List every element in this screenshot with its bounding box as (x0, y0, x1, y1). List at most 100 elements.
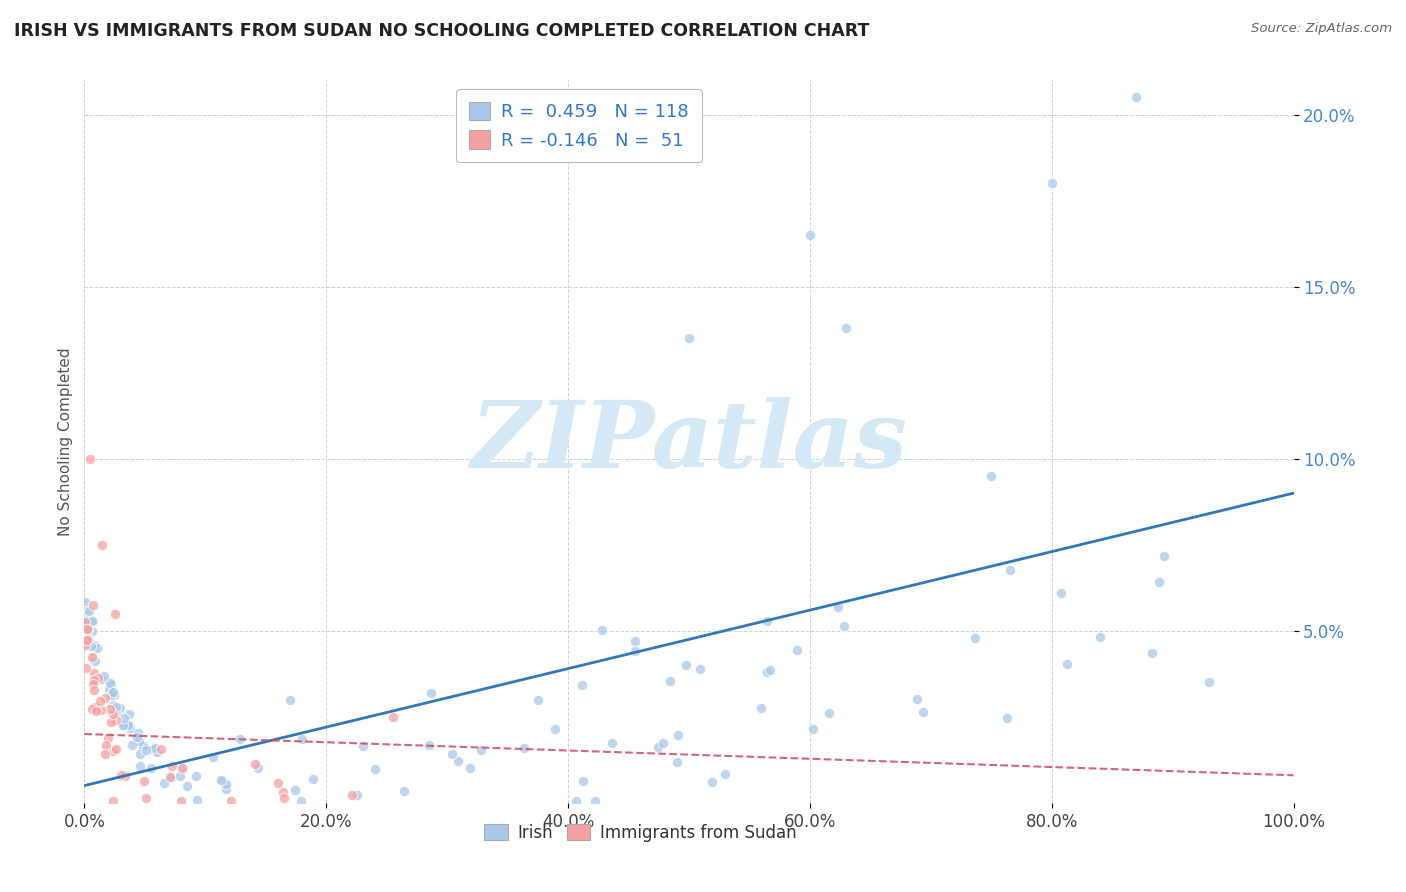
Point (583, 794, 606, 808)
Point (1198, 675, 1220, 690)
Point (83, 699, 105, 714)
Point (905, 691, 928, 706)
Point (749, 700, 772, 714)
Point (572, 773, 595, 788)
Point (77, 632, 100, 646)
Point (211, 774, 233, 789)
Point (689, 662, 711, 676)
Point (83, 682, 105, 697)
Point (202, 750, 225, 764)
Point (80, 701, 103, 715)
Point (79, 451, 101, 466)
Point (702, 775, 724, 789)
Point (86, 641, 108, 656)
Point (1153, 549, 1175, 563)
Point (89, 673, 111, 687)
Point (759, 663, 782, 677)
Point (94, 691, 117, 706)
Point (1040, 177, 1063, 191)
Point (470, 743, 492, 757)
Point (170, 794, 193, 808)
Point (176, 779, 198, 793)
Point (108, 701, 131, 715)
Point (76, 633, 98, 648)
Point (132, 739, 155, 753)
Point (219, 794, 242, 808)
Point (247, 760, 270, 774)
Point (76, 622, 98, 636)
Point (132, 773, 155, 788)
Point (90, 703, 112, 717)
Point (82, 598, 104, 612)
Point (169, 769, 191, 783)
Point (128, 759, 150, 773)
Point (117, 718, 139, 732)
Point (447, 754, 470, 768)
Point (624, 643, 647, 657)
Point (184, 769, 207, 783)
Point (159, 770, 181, 784)
Legend: Irish, Immigrants from Sudan: Irish, Immigrants from Sudan (478, 817, 803, 848)
Point (1147, 575, 1170, 590)
Point (284, 782, 307, 797)
Point (82, 649, 104, 664)
Point (665, 755, 688, 769)
Point (105, 741, 128, 756)
Point (756, 614, 779, 628)
Point (342, 788, 364, 802)
Point (278, 692, 301, 706)
Point (121, 738, 143, 752)
Point (571, 678, 593, 692)
Point (82, 614, 104, 628)
Point (77, 622, 100, 636)
Point (118, 718, 141, 732)
Point (245, 756, 267, 771)
Point (111, 718, 134, 732)
Point (150, 742, 173, 756)
Y-axis label: No Schooling Completed: No Schooling Completed (58, 347, 73, 536)
Point (291, 732, 314, 747)
Point (97, 681, 120, 696)
Point (96, 731, 118, 746)
Point (1088, 630, 1111, 644)
Point (659, 673, 682, 688)
Point (83, 654, 105, 668)
Point (104, 713, 127, 727)
Point (172, 761, 194, 775)
Point (352, 739, 374, 753)
Point (267, 776, 290, 790)
Point (80, 640, 103, 654)
Point (114, 769, 136, 783)
Point (110, 768, 132, 782)
Point (346, 789, 368, 803)
Point (835, 321, 858, 335)
Point (1050, 586, 1073, 600)
Point (100, 715, 122, 730)
Point (103, 688, 125, 702)
Point (273, 785, 295, 799)
Point (82, 624, 104, 639)
Point (229, 732, 252, 747)
Point (83, 638, 105, 652)
Point (364, 762, 387, 776)
Text: ZIPatlas: ZIPatlas (471, 397, 907, 486)
Point (799, 228, 821, 243)
Point (89, 670, 111, 684)
Point (91, 538, 114, 552)
Point (75, 603, 97, 617)
Point (128, 747, 150, 762)
Point (84, 704, 107, 718)
Point (801, 722, 824, 736)
Point (512, 741, 534, 756)
Point (135, 743, 157, 757)
Point (76, 613, 98, 627)
Point (381, 710, 404, 724)
Point (290, 794, 312, 808)
Point (818, 706, 841, 721)
Point (118, 721, 141, 735)
Point (998, 562, 1021, 576)
Point (90, 672, 112, 686)
Point (77, 633, 100, 648)
Point (912, 705, 935, 719)
Point (273, 790, 295, 805)
